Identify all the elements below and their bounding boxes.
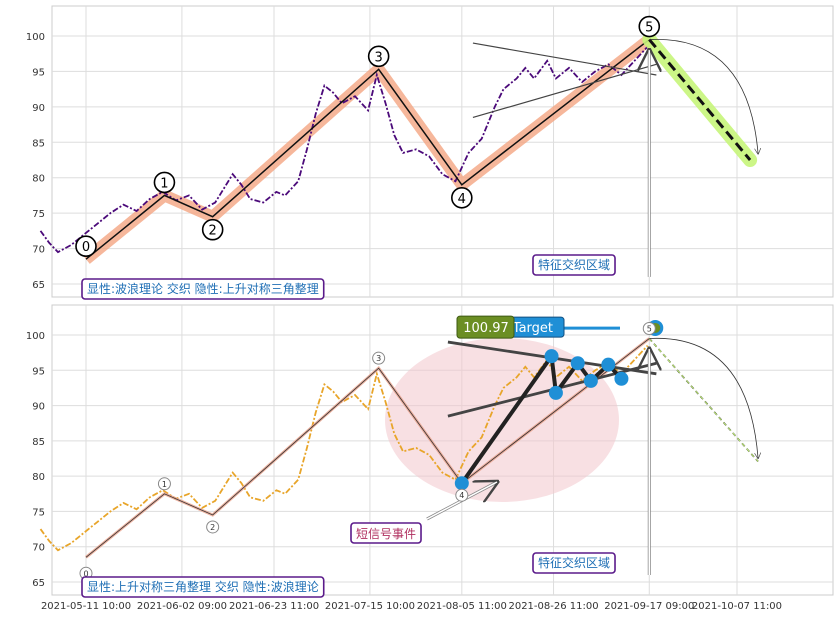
wave-point-label: 5 xyxy=(647,325,652,334)
y-tick-label: 90 xyxy=(32,103,45,114)
wave-point-label: 1 xyxy=(162,480,167,489)
target-label: Target xyxy=(512,321,553,336)
y-tick-label: 65 xyxy=(32,280,45,291)
y-tick-label: 95 xyxy=(32,366,45,377)
y-tick-label: 75 xyxy=(32,209,45,220)
wave-point-label: 3 xyxy=(375,50,383,65)
label-box-text: 特征交织区域 xyxy=(538,257,610,272)
label-box xyxy=(532,254,616,276)
wave-point-label: 3 xyxy=(376,354,381,363)
x-tick-label: 2021-06-02 09:00 xyxy=(137,601,227,612)
y-tick-label: 85 xyxy=(32,138,45,149)
signal-point xyxy=(570,356,585,371)
label-box xyxy=(532,552,616,574)
y-tick-label: 70 xyxy=(32,245,45,256)
x-tick-label: 2021-06-23 11:00 xyxy=(229,601,319,612)
target-value: 100.97 xyxy=(463,321,509,336)
wave-point-4-marker xyxy=(454,476,469,491)
signal-point xyxy=(601,357,616,372)
x-tick-label: 2021-08-26 11:00 xyxy=(508,601,598,612)
y-tick-label: 80 xyxy=(32,472,45,483)
signal-point xyxy=(544,349,559,364)
triangle-line xyxy=(472,63,657,119)
forecast-arc xyxy=(649,338,758,458)
target-value-badge xyxy=(456,315,515,339)
wave-point-circle xyxy=(157,477,171,491)
label-box xyxy=(81,576,325,598)
y-tick-label: 100 xyxy=(26,331,45,342)
signal-label-text: 短信号事件 xyxy=(356,527,416,541)
wave-point-label: 4 xyxy=(458,192,466,207)
y-tick-label: 70 xyxy=(32,543,45,554)
y-tick-label: 80 xyxy=(32,174,45,185)
wave-point-label: 1 xyxy=(160,176,168,191)
forecast-line-highlight xyxy=(648,338,759,462)
y-tick-label: 65 xyxy=(32,578,45,589)
x-tick-label: 2021-07-15 10:00 xyxy=(325,601,415,612)
wave-point-circle xyxy=(455,488,469,502)
label-box xyxy=(81,278,325,300)
forecast-arc xyxy=(649,39,758,154)
wave-point-label: 2 xyxy=(210,523,215,532)
wave-point-circle xyxy=(642,322,656,336)
wave-point-label: 4 xyxy=(459,491,464,500)
signal-point xyxy=(548,385,563,400)
wave-point-label: 0 xyxy=(82,240,90,255)
wave-point-circle xyxy=(201,218,224,241)
x-tick-label: 2021-09-17 09:00 xyxy=(604,601,694,612)
wave-point-label: 2 xyxy=(209,224,217,239)
y-tick-label: 100 xyxy=(26,32,45,43)
signal-label-group: 短信号事件 xyxy=(350,522,422,544)
wave-point-circle xyxy=(638,15,661,38)
wave-point-circle xyxy=(372,351,386,365)
wave-point-circle xyxy=(367,45,390,68)
wave-point-label: 5 xyxy=(645,21,653,36)
x-tick-label: 2021-08-05 11:00 xyxy=(417,601,507,612)
signal-point xyxy=(614,371,629,386)
wave-point-circle xyxy=(206,520,220,534)
wave-point-circle xyxy=(451,187,473,209)
label-box-text: 显性:上升对称三角整理 交织 隐性:波浪理论 xyxy=(87,579,319,594)
x-tick-label: 2021-05-11 10:00 xyxy=(41,601,131,612)
label-box-text: 特征交织区域 xyxy=(538,555,610,570)
x-tick-label: 2021-10-07 11:00 xyxy=(692,601,782,612)
signal-label-box xyxy=(350,522,422,544)
wave-line xyxy=(85,338,650,558)
wave-point-circle xyxy=(153,171,176,194)
signal-region-ellipse xyxy=(385,338,619,502)
wave-point-label: 0 xyxy=(83,569,88,578)
wave-point-circle xyxy=(75,235,97,257)
y-tick-label: 90 xyxy=(32,402,45,413)
forecast-line xyxy=(648,38,752,161)
y-tick-label: 75 xyxy=(32,507,45,518)
wave-line xyxy=(85,38,650,260)
price-series-line xyxy=(39,46,649,254)
label-box-text: 显性:波浪理论 交织 隐性:上升对称三角整理 xyxy=(87,281,319,296)
y-tick-label: 85 xyxy=(32,437,45,448)
y-tick-label: 95 xyxy=(32,67,45,78)
signal-point xyxy=(583,373,598,388)
panel-top: 65 70 75 80 85 90 95 100 0 1 2 3 4 5 显性:波浪理论 交织 隐性:上升对… xyxy=(26,5,834,300)
triangle-line xyxy=(472,42,657,76)
